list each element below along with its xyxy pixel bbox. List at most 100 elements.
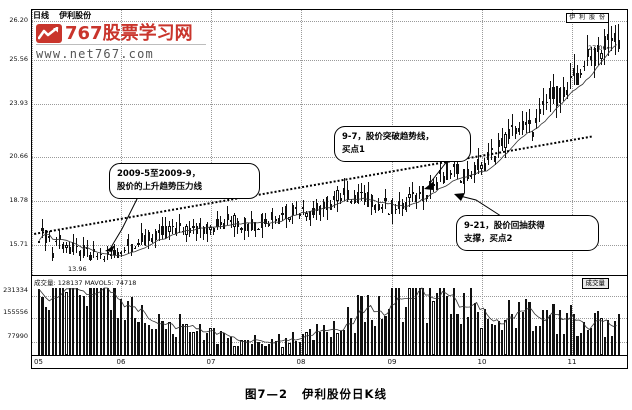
candle-body <box>518 127 521 132</box>
candlestick <box>524 111 528 133</box>
volume-bar <box>147 324 150 355</box>
candlestick <box>103 255 106 262</box>
candle-body <box>315 203 318 211</box>
candlestick <box>243 216 246 240</box>
candle-body <box>555 86 559 106</box>
volume-bar <box>524 299 528 355</box>
candlestick <box>291 202 294 224</box>
volume-bar <box>593 313 596 355</box>
candle-body <box>65 245 68 249</box>
candlestick <box>267 221 270 227</box>
volume-bar <box>206 332 209 355</box>
volume-bar <box>68 288 72 355</box>
volume-bar <box>65 291 68 355</box>
volume-bar <box>538 326 541 355</box>
volume-bar <box>552 303 555 355</box>
volume-bar <box>137 322 140 355</box>
candlestick <box>572 54 576 86</box>
volume-bar <box>75 288 78 355</box>
volume-bar <box>579 332 583 355</box>
volume-bar <box>346 307 349 355</box>
volume-bar <box>291 332 294 355</box>
candlestick <box>360 183 363 201</box>
candlestick <box>209 224 212 235</box>
volume-bar <box>48 310 51 355</box>
volume-bar <box>332 320 336 355</box>
candlestick <box>394 203 397 215</box>
candlestick <box>55 236 58 246</box>
volume-bar <box>425 323 428 355</box>
candle-body <box>356 192 360 204</box>
price-arrow-icon: ← <box>606 44 613 52</box>
volume-bar <box>404 306 408 355</box>
candle-body <box>490 148 493 151</box>
candlestick <box>425 194 428 202</box>
annotation-3-line-2: 支撑，买点2 <box>464 234 513 244</box>
candle-body <box>86 246 89 249</box>
volume-bar <box>610 336 613 355</box>
candle-body <box>500 138 504 147</box>
candlestick <box>62 242 65 254</box>
candle-body <box>48 235 51 238</box>
volume-bar <box>154 328 157 355</box>
candle-body <box>202 227 205 235</box>
volume-bar <box>230 336 233 355</box>
volume-bar <box>473 302 476 355</box>
volume-bar <box>322 325 325 355</box>
candle-body <box>175 227 178 234</box>
volume-bar <box>339 331 342 355</box>
candle-body <box>480 165 483 170</box>
volume-bar <box>151 329 154 355</box>
candlestick <box>521 111 524 135</box>
volume-bar <box>459 324 462 355</box>
volume-bar <box>435 292 438 355</box>
candlestick <box>552 74 555 105</box>
candle-body <box>264 218 267 225</box>
volume-bar <box>92 288 96 355</box>
candlestick <box>497 133 500 159</box>
volume-bar <box>250 343 253 355</box>
candle-body <box>507 129 511 140</box>
candlestick <box>192 218 195 234</box>
candle-body <box>528 119 531 125</box>
volume-bar <box>62 288 65 355</box>
volume-bar <box>590 328 593 355</box>
candlestick <box>607 22 610 56</box>
stock-name-label: 伊利股份 <box>59 11 92 20</box>
volume-bar <box>583 321 586 355</box>
candlestick <box>96 252 99 261</box>
volume-bar <box>199 323 202 355</box>
volume-bar <box>446 296 449 355</box>
volume-bar <box>418 288 421 355</box>
candle-body <box>524 121 528 125</box>
candle-body <box>572 68 576 77</box>
price-gridline-0 <box>32 21 627 22</box>
price-axis-tick-4: 18.78 <box>9 196 28 204</box>
price-axis-tick-2: 23.93 <box>9 99 28 107</box>
candle-body <box>600 52 603 59</box>
x-axis-tick-08: 08 <box>296 358 306 366</box>
volume-bar <box>360 296 363 355</box>
volume-bar <box>113 288 116 355</box>
volume-bar <box>171 333 174 355</box>
volume-tag-box: 成交量 <box>581 278 609 289</box>
price-axis-tick-0: 26.20 <box>9 16 28 24</box>
volume-bar <box>507 299 511 355</box>
candle-body <box>96 256 99 258</box>
candle-body <box>473 164 476 175</box>
chart-header: 日线 伊利股份 <box>33 10 91 21</box>
candle-body <box>82 245 85 256</box>
candle-body <box>254 221 257 232</box>
volume-bar <box>240 340 243 355</box>
annotation-1-line-2: 股价的上升趋势压力线 <box>117 182 203 192</box>
volume-bar <box>422 288 425 355</box>
candlestick <box>562 76 565 102</box>
annotation-1-leader <box>105 196 139 252</box>
volume-bar <box>542 310 545 355</box>
volume-bar <box>545 310 548 355</box>
candle-body <box>363 193 366 202</box>
candle-body <box>302 207 305 210</box>
date-axis: 05 06 07 08 09 10 11 <box>32 356 627 369</box>
candlestick <box>164 217 168 240</box>
